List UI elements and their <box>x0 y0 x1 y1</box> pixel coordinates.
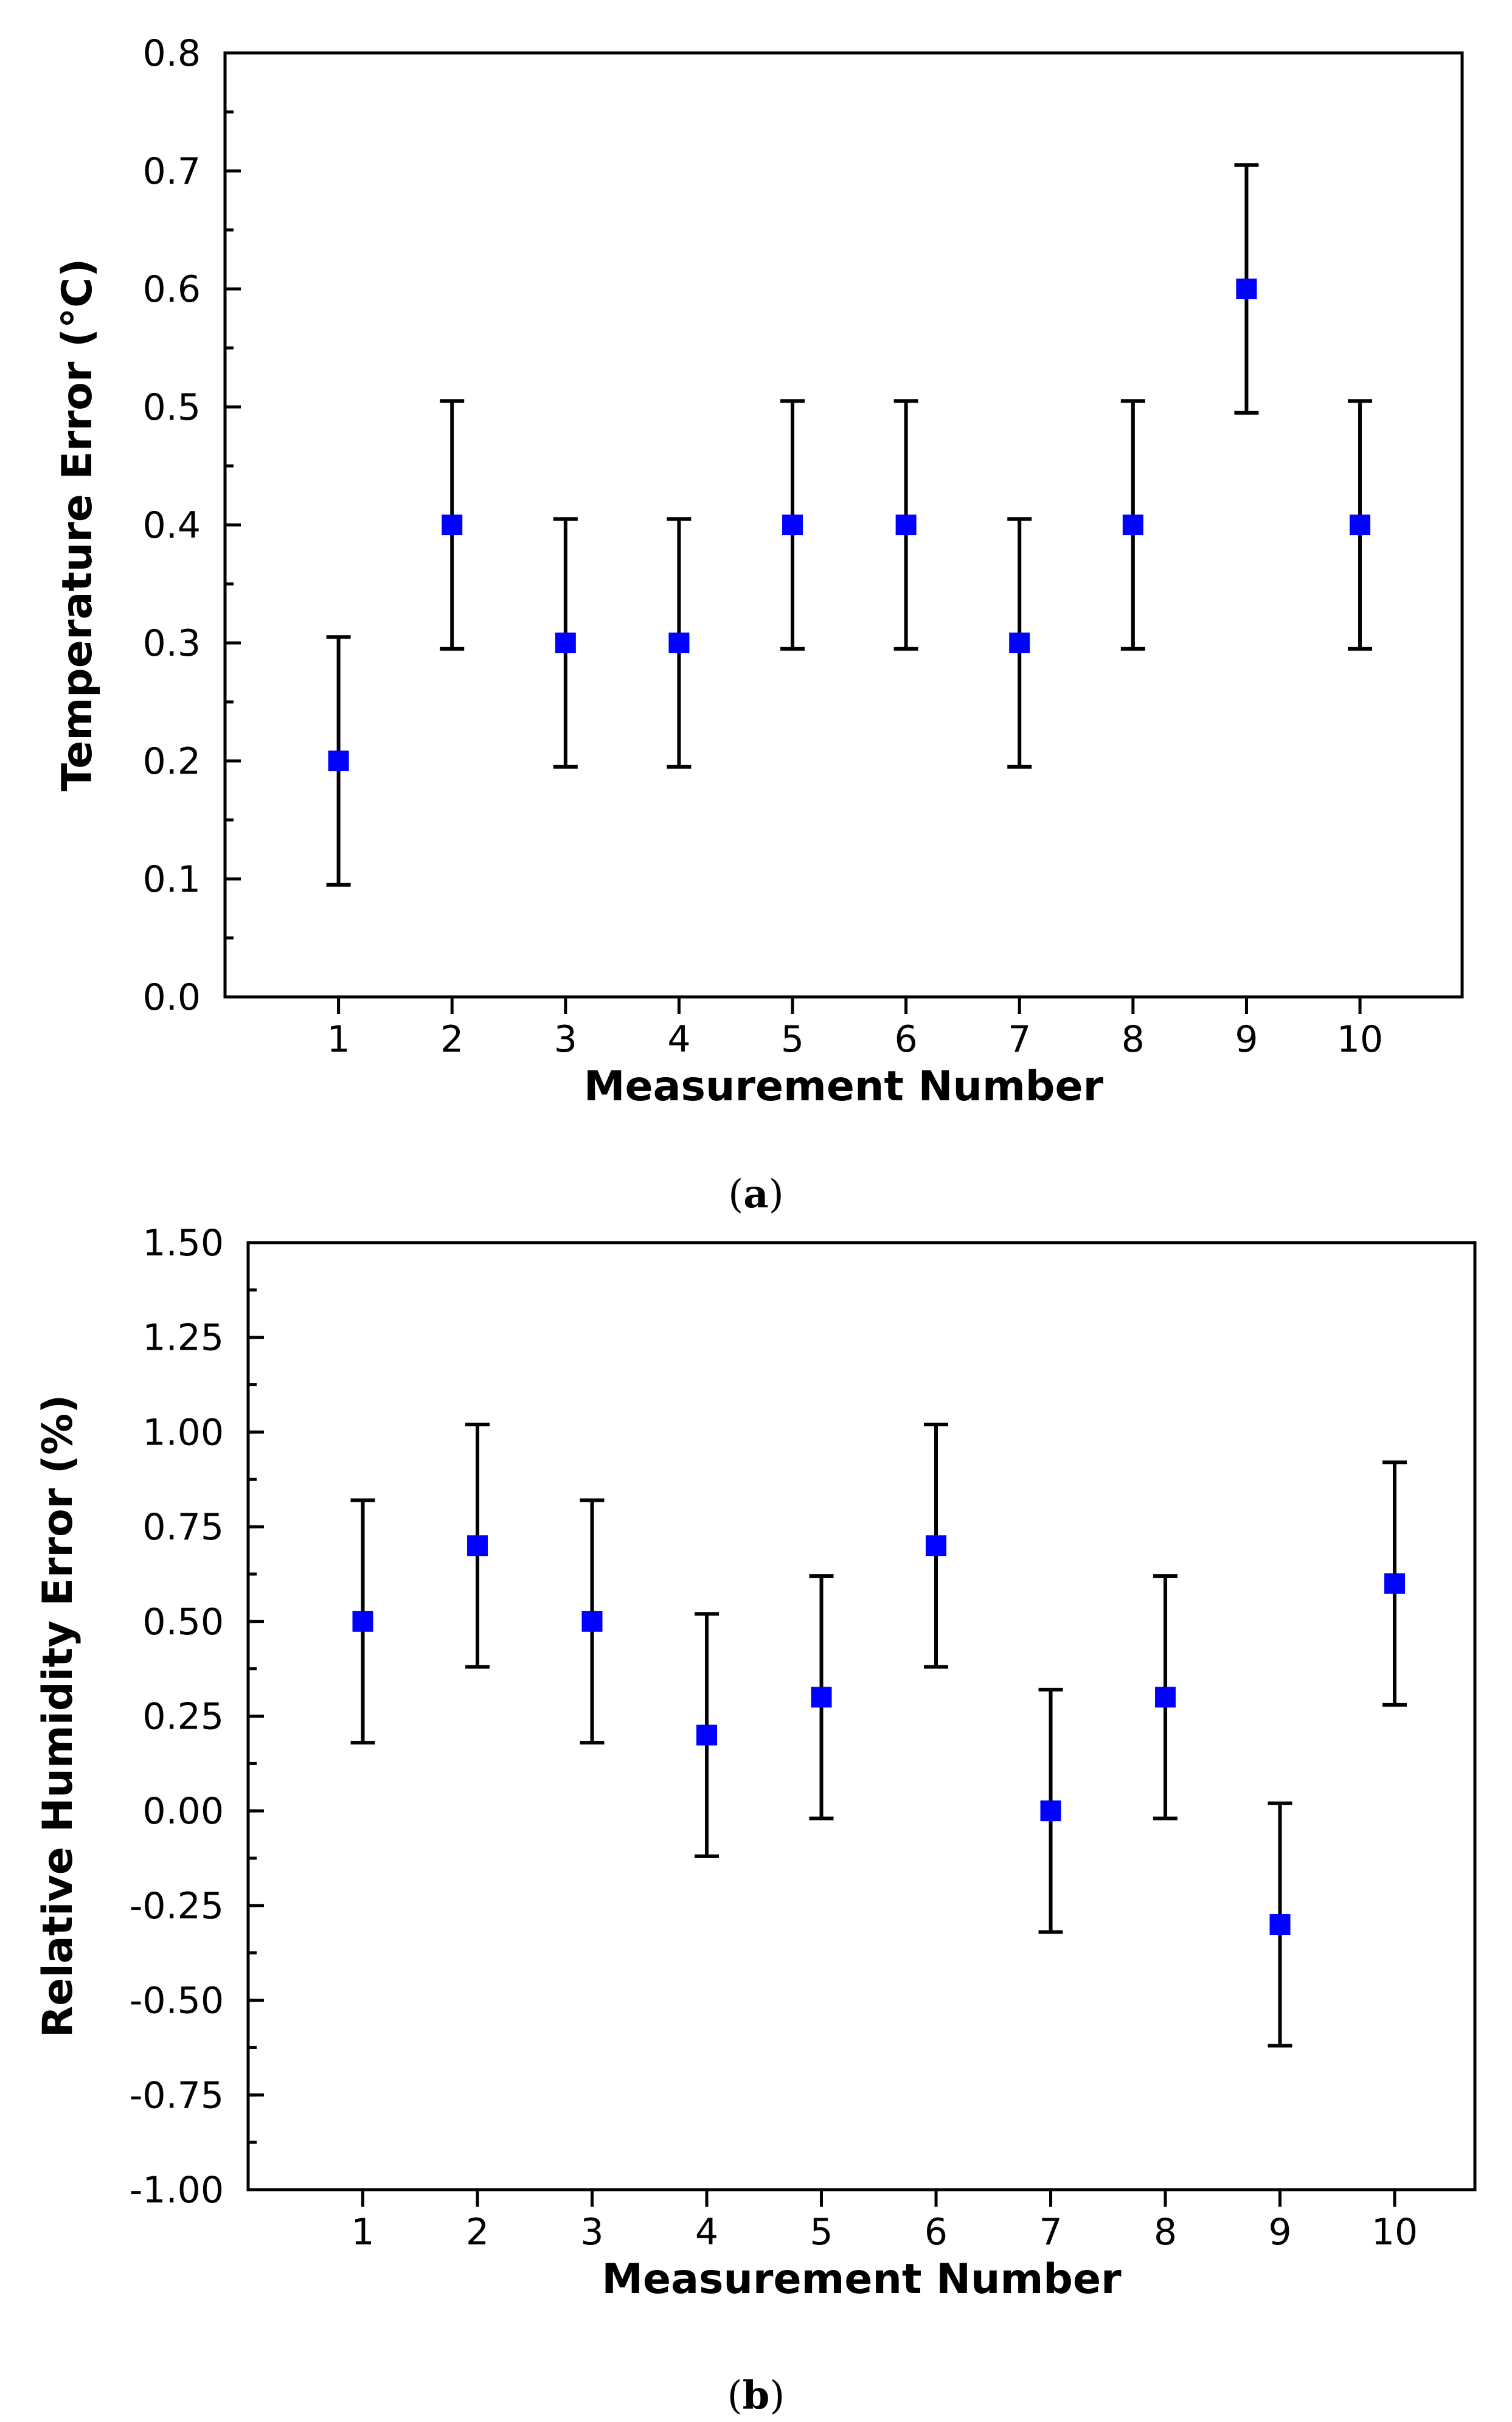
panel-a-x-tick-label: 4 <box>667 1018 690 1061</box>
panel-b-data-point-5 <box>811 1687 832 1708</box>
panel-b-x-axis-title: Measurement Number <box>602 2255 1122 2303</box>
panel-a-data-point-8 <box>1122 515 1143 535</box>
panel-a-data-point-5 <box>782 515 803 535</box>
panel-b-data-point-8 <box>1155 1687 1176 1708</box>
panel-a-y-axis-title: Temperature Error (°C) <box>54 259 102 791</box>
panel-a-data-point-3 <box>555 633 576 653</box>
panel-b-x-tick-label: 5 <box>810 2211 833 2254</box>
panel-b-data-point-7 <box>1040 1800 1061 1822</box>
panel-b-y-tick-label: 0.25 <box>142 1696 224 1738</box>
panel-b-data-point-4 <box>696 1724 718 1746</box>
panel-a-y-tick-label: 0.0 <box>143 976 201 1019</box>
panel-a-y-tick-label: 0.4 <box>143 504 201 547</box>
panel-b-y-tick-label: 0.00 <box>142 1790 224 1833</box>
panel-a-x-tick-label: 7 <box>1008 1018 1031 1061</box>
panel-b-x-tick-label: 1 <box>351 2211 374 2254</box>
panel-b-y-tick-label: 1.00 <box>142 1411 224 1454</box>
panel-a-y-tick-label: 0.8 <box>143 32 201 75</box>
panel-b-plot-frame <box>246 1241 1477 2191</box>
panel-b-x-tick-label: 4 <box>695 2211 718 2254</box>
panel-a-data-point-10 <box>1350 515 1371 535</box>
panel-a-data-point-6 <box>895 515 917 535</box>
panel-a-y-tick-label: 0.1 <box>143 858 201 901</box>
panel-b-caption: (b) <box>727 2373 785 2418</box>
panel-b-data-point-2 <box>467 1535 488 1556</box>
panel-a-x-tick-label: 8 <box>1122 1018 1145 1061</box>
panel-b-y-axis-title: Relative Humidity Error (%) <box>34 1395 82 2038</box>
panel-b-y-tick-label: 0.75 <box>142 1506 224 1549</box>
panel-b-y-tick-label: -0.75 <box>130 2074 224 2117</box>
panel-b-data-point-6 <box>926 1535 947 1556</box>
panel-a-data-point-7 <box>1009 633 1030 653</box>
panel-a-x-tick-label: 2 <box>440 1018 463 1061</box>
panel-a-x-axis-title: Measurement Number <box>584 1063 1104 1111</box>
panel-b-x-tick-label: 2 <box>466 2211 489 2254</box>
panel-b-y-tick-label: -0.25 <box>130 1885 224 1928</box>
panel-b-y-tick-label: 0.50 <box>142 1601 224 1643</box>
panel-b-caption-letter: b <box>743 2373 770 2418</box>
panel-b-y-tick-label: 1.25 <box>142 1317 224 1359</box>
panel-a-y-tick-label: 0.5 <box>143 386 201 429</box>
panel-a-temperature-error-chart: 0.0 0.1 0.2 0.3 0.4 0.5 0.6 0.7 0.8 1 2 3 4 5 6 7 8 9 10 Me… <box>54 32 1464 1111</box>
panel-b-x-tick-label: 7 <box>1039 2211 1062 2254</box>
panel-b-x-tick-label: 8 <box>1154 2211 1177 2254</box>
panel-a-data-point-2 <box>442 515 463 535</box>
panel-a-x-tick-label: 5 <box>781 1018 804 1061</box>
panel-b-data-point-3 <box>581 1611 603 1632</box>
panel-a-y-tick-label: 0.6 <box>143 268 201 311</box>
panel-b-x-tick-label: 6 <box>924 2211 948 2254</box>
panel-a-caption-letter: a <box>743 1171 768 1217</box>
panel-a-y-tick-label: 0.3 <box>143 622 201 665</box>
panel-b-data-point-1 <box>352 1611 373 1632</box>
panel-b-data-point-10 <box>1384 1573 1406 1594</box>
panel-b-x-tick-label: 9 <box>1268 2211 1291 2254</box>
panel-a-y-tick-label: 0.2 <box>143 740 201 783</box>
panel-a-data-point-4 <box>668 633 690 653</box>
panel-a-x-tick-label: 10 <box>1337 1018 1383 1061</box>
panel-b-x-tick-label: 10 <box>1372 2211 1418 2254</box>
panel-a-x-tick-label: 1 <box>327 1018 350 1061</box>
panel-a-data-point-9 <box>1236 279 1257 299</box>
panel-a-x-tick-label: 9 <box>1235 1018 1258 1061</box>
panel-b-y-tick-label: 1.50 <box>142 1222 224 1265</box>
panel-a-plot-frame <box>223 51 1464 999</box>
panel-b-x-tick-label: 3 <box>580 2211 603 2254</box>
panel-b-y-tick-label: -0.50 <box>130 1980 224 2022</box>
panel-a-x-tick-label: 6 <box>895 1018 918 1061</box>
panel-a-caption: (a) <box>728 1171 783 1217</box>
panel-a-x-tick-label: 3 <box>554 1018 577 1061</box>
panel-a-data-point-1 <box>328 751 349 771</box>
panel-b-data-point-9 <box>1269 1914 1291 1935</box>
panel-b-y-tick-label: -1.00 <box>130 2169 224 2212</box>
panel-b-relative-humidity-error-chart: -1.00 -0.75 -0.50 -0.25 0.00 0.25 0.50 0.75 1.00… <box>34 1222 1477 2303</box>
panel-a-y-tick-label: 0.7 <box>143 150 201 193</box>
